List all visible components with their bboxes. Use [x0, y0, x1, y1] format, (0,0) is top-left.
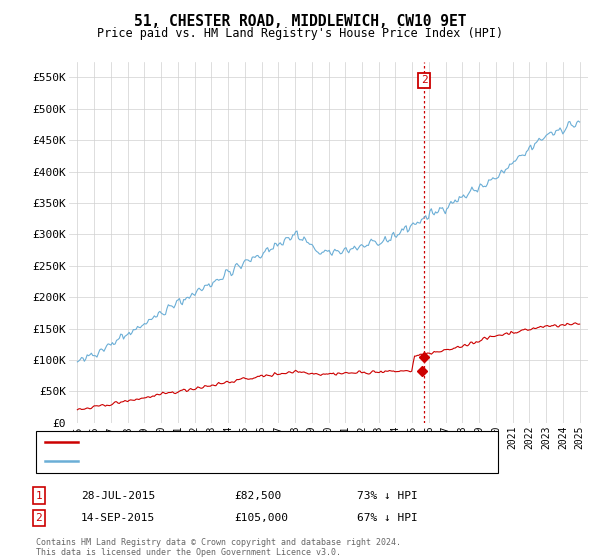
Text: 2: 2 [35, 513, 43, 523]
Text: 51, CHESTER ROAD, MIDDLEWICH, CW10 9ET (detached house): 51, CHESTER ROAD, MIDDLEWICH, CW10 9ET (… [84, 437, 428, 447]
Text: Contains HM Land Registry data © Crown copyright and database right 2024.
This d: Contains HM Land Registry data © Crown c… [36, 538, 401, 557]
Text: 73% ↓ HPI: 73% ↓ HPI [357, 491, 418, 501]
Text: 14-SEP-2015: 14-SEP-2015 [81, 513, 155, 523]
Text: £82,500: £82,500 [234, 491, 281, 501]
Text: £105,000: £105,000 [234, 513, 288, 523]
Text: 1: 1 [35, 491, 43, 501]
Text: 2: 2 [421, 76, 427, 86]
Text: Price paid vs. HM Land Registry's House Price Index (HPI): Price paid vs. HM Land Registry's House … [97, 27, 503, 40]
Text: 51, CHESTER ROAD, MIDDLEWICH, CW10 9ET: 51, CHESTER ROAD, MIDDLEWICH, CW10 9ET [134, 14, 466, 29]
Text: 28-JUL-2015: 28-JUL-2015 [81, 491, 155, 501]
Text: HPI: Average price, detached house, Cheshire East: HPI: Average price, detached house, Ches… [84, 456, 390, 466]
Text: 67% ↓ HPI: 67% ↓ HPI [357, 513, 418, 523]
